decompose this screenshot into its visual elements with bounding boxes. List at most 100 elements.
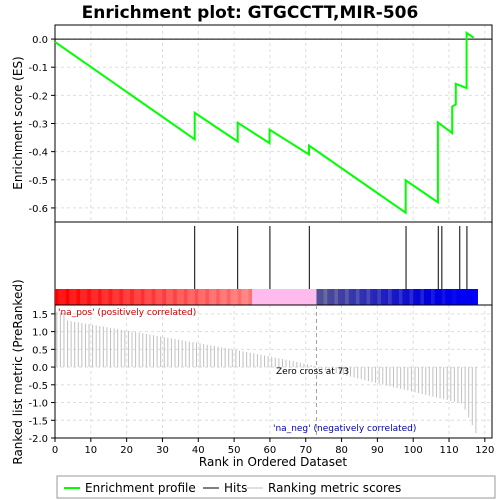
color-bar-cell <box>90 289 95 305</box>
color-bar-cell <box>194 289 199 305</box>
color-bar-cell <box>434 289 439 305</box>
bottom-y-tick-label: -2.0 <box>28 434 48 445</box>
color-bar-cell <box>137 289 142 305</box>
x-tick-label: 40 <box>192 445 205 456</box>
color-bar-cell <box>259 289 264 305</box>
color-bar-cell <box>130 289 135 305</box>
color-bar-cell <box>345 289 350 305</box>
ranking-metric-bars <box>56 311 477 434</box>
color-bar-cell <box>144 289 149 305</box>
color-bar-cell <box>55 289 59 305</box>
legend-enrichment-label: Enrichment profile <box>85 481 196 495</box>
color-bar-cell <box>280 289 285 305</box>
color-bar-cell <box>406 289 410 305</box>
color-bar-cell <box>123 289 127 305</box>
top-y-tick-label: -0.4 <box>28 148 48 159</box>
color-bar-cell <box>352 289 357 305</box>
color-bar-cell <box>316 289 321 305</box>
color-bar-cell <box>384 289 389 305</box>
color-bar-cell <box>438 289 443 305</box>
color-bar-cell <box>191 289 195 305</box>
color-bar-cell <box>284 289 289 305</box>
color-bar-cell <box>359 289 364 305</box>
rank-color-bar <box>55 289 478 305</box>
color-bar-cell <box>416 289 421 305</box>
color-bar-cell <box>287 289 292 305</box>
legend-metric-label: Ranking metric scores <box>268 481 401 495</box>
color-bar-cell <box>320 289 324 305</box>
color-bar-cell <box>330 289 335 305</box>
color-bar-cell <box>463 289 468 305</box>
color-bar-cell <box>241 289 246 305</box>
color-bar-cell <box>201 289 206 305</box>
color-bar-cell <box>305 289 310 305</box>
bottom-y-tick-label: -1.5 <box>28 416 48 427</box>
negative-correlated-label: 'na_neg' (negatively correlated) <box>273 424 416 434</box>
color-bar-cell <box>380 289 385 305</box>
color-bar-cell <box>176 289 181 305</box>
x-tick-label: 20 <box>120 445 133 456</box>
color-bar-cell <box>402 289 407 305</box>
x-tick-label: 100 <box>404 445 423 456</box>
color-bar-cell <box>205 289 210 305</box>
color-bar-cell <box>466 289 471 305</box>
color-bar-cell <box>459 289 464 305</box>
color-bar-cell <box>72 289 77 305</box>
top-y-tick-label: -0.2 <box>28 91 48 102</box>
bottom-y-tick-label: 1.0 <box>32 328 48 339</box>
bottom-panel-y-label: Ranked list metric (PreRanked) <box>11 279 25 464</box>
color-bar-cell <box>423 289 428 305</box>
color-bar-cell <box>83 289 88 305</box>
bottom-y-tick-label: -0.5 <box>28 381 48 392</box>
x-tick-label: 70 <box>299 445 312 456</box>
color-bar-cell <box>187 289 192 305</box>
top-y-tick-label: -0.5 <box>28 176 48 187</box>
color-bar-cell <box>108 289 113 305</box>
x-axis-ticks: 0 10 20 30 40 50 60 70 80 90 100 110 120 <box>52 438 494 456</box>
color-bar-cell <box>94 289 99 305</box>
color-bar-cell <box>273 289 278 305</box>
color-bar-cell <box>337 289 342 305</box>
color-bar-cell <box>151 289 156 305</box>
x-tick-label: 50 <box>228 445 241 456</box>
x-tick-label: 110 <box>439 445 458 456</box>
color-bar-cell <box>452 289 457 305</box>
color-bar-cell <box>298 289 303 305</box>
x-tick-label: 80 <box>335 445 348 456</box>
color-bar-cell <box>355 289 360 305</box>
x-tick-label: 10 <box>84 445 97 456</box>
color-bar-cell <box>323 289 328 305</box>
color-bar-cell <box>431 289 435 305</box>
top-y-tick-label: -0.1 <box>28 63 48 74</box>
color-bar-cell <box>209 289 213 305</box>
chart-title: Enrichment plot: GTGCCTT,MIR-506 <box>82 3 419 23</box>
x-tick-label: 60 <box>264 445 277 456</box>
color-bar-cell <box>58 289 63 305</box>
color-bar-cell <box>449 289 453 305</box>
color-bar-cell <box>76 289 81 305</box>
color-bar-cell <box>255 289 260 305</box>
color-bar-cell <box>183 289 188 305</box>
color-bar-cell <box>69 289 74 305</box>
color-bar-cell <box>112 289 117 305</box>
top-y-tick-label: -0.3 <box>28 120 48 131</box>
color-bar-cell <box>334 289 339 305</box>
color-bar-cell <box>370 289 375 305</box>
x-tick-label: 120 <box>475 445 494 456</box>
color-bar-cell <box>219 289 224 305</box>
color-bar-cell <box>474 289 478 305</box>
color-bar-cell <box>173 289 178 305</box>
enrichment-profile-line <box>54 31 475 215</box>
color-bar-cell <box>341 289 346 305</box>
color-bar-cell <box>409 289 414 305</box>
color-bar-cell <box>105 289 110 305</box>
color-bar-cell <box>262 289 267 305</box>
color-bar-cell <box>309 289 314 305</box>
bottom-panel-frame <box>54 304 493 439</box>
x-tick-label: 90 <box>371 445 384 456</box>
color-bar-cell <box>269 289 274 305</box>
color-bar-cell <box>101 289 106 305</box>
color-bar-cell <box>398 289 403 305</box>
color-bar-cell <box>327 289 332 305</box>
